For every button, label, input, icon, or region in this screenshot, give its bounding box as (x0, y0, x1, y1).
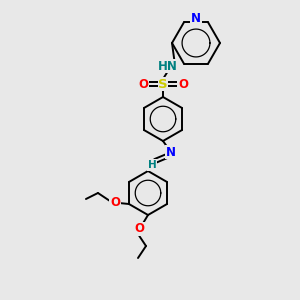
Text: O: O (134, 223, 144, 236)
Text: O: O (138, 77, 148, 91)
Text: N: N (191, 13, 201, 26)
Text: S: S (158, 77, 168, 91)
Text: O: O (110, 196, 120, 209)
Text: HN: HN (158, 59, 178, 73)
Text: O: O (178, 77, 188, 91)
Text: H: H (148, 160, 156, 170)
Text: N: N (166, 146, 176, 158)
